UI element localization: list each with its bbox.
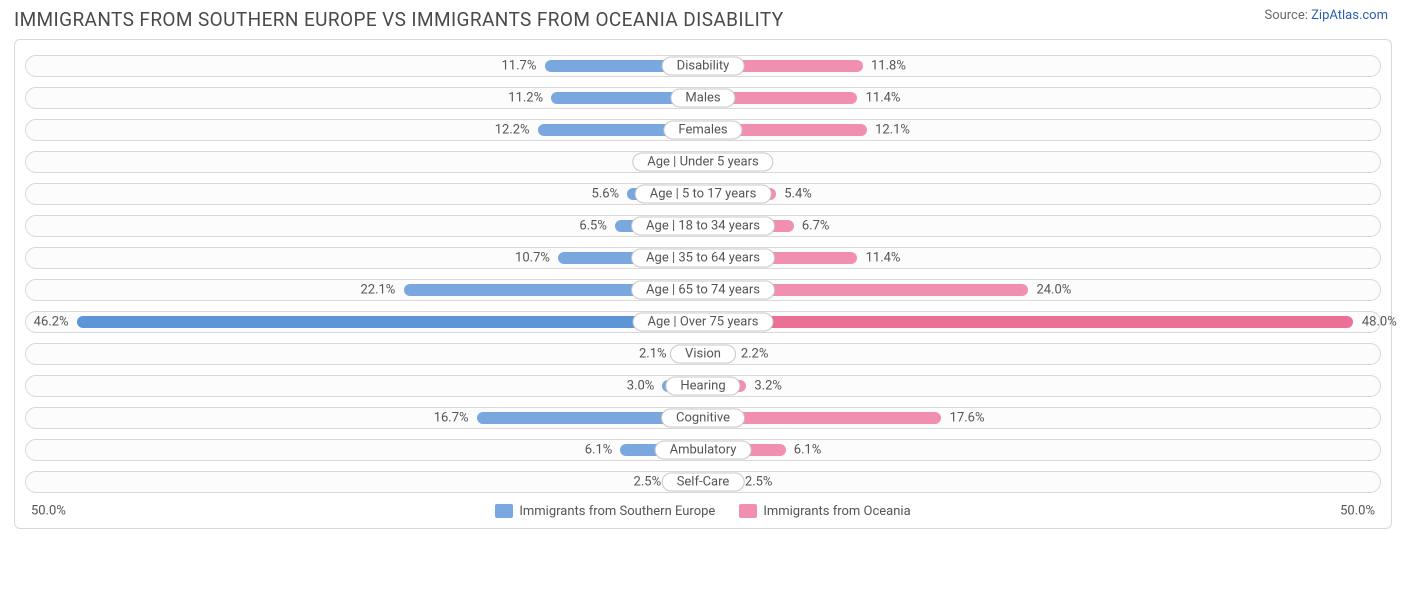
- axis-label-right: 50.0%: [1340, 504, 1375, 519]
- value-right: 3.2%: [754, 379, 782, 394]
- category-label: Self-Care: [662, 473, 745, 492]
- value-right: 6.7%: [802, 219, 830, 234]
- legend-label: Immigrants from Oceania: [763, 504, 910, 519]
- value-left: 6.1%: [585, 443, 613, 458]
- value-right: 2.5%: [745, 475, 773, 490]
- value-left: 5.6%: [592, 187, 620, 202]
- chart-row: Vision2.1% 2.2%: [25, 340, 1381, 368]
- legend-item-right: Immigrants from Oceania: [739, 504, 910, 519]
- category-label: Hearing: [665, 377, 740, 396]
- value-left: 11.7%: [501, 59, 536, 74]
- value-left: 10.7%: [515, 251, 550, 266]
- chart-row: Ambulatory 6.1% 6.1%: [25, 436, 1381, 464]
- legend-swatch: [739, 504, 757, 518]
- value-right: 24.0%: [1036, 283, 1071, 298]
- source-link[interactable]: ZipAtlas.com: [1311, 8, 1388, 23]
- chart-row: Age | Over 75 years46.2%48.0%: [25, 308, 1381, 336]
- diverging-bar-chart: Disability 11.7% 11.8% Males 11.2% 11.4% Femal…: [14, 39, 1392, 529]
- value-left: 46.2%: [34, 315, 69, 330]
- value-left: 12.2%: [495, 123, 530, 138]
- chart-row: Age | 5 to 17 years 5.6% 5.4%: [25, 180, 1381, 208]
- category-label: Females: [663, 121, 742, 140]
- value-left: 6.5%: [579, 219, 607, 234]
- bar-right: [703, 316, 1353, 328]
- chart-row: Age | 65 to 74 years 22.1% 24.0%: [25, 276, 1381, 304]
- chart-source: Source: ZipAtlas.com: [1264, 8, 1388, 23]
- category-label: Males: [670, 89, 735, 108]
- chart-row: Age | Under 5 years1.4%1.2%: [25, 148, 1381, 176]
- chart-row: Age | 18 to 34 years 6.5% 6.7%: [25, 212, 1381, 240]
- chart-row: Females 12.2% 12.1%: [25, 116, 1381, 144]
- legend-label: Immigrants from Southern Europe: [519, 504, 715, 519]
- category-label: Age | Under 5 years: [632, 153, 773, 172]
- value-right: 11.8%: [871, 59, 906, 74]
- value-right: 11.4%: [866, 91, 901, 106]
- value-left: 2.1%: [639, 347, 667, 362]
- value-right: 48.0%: [1362, 315, 1397, 330]
- category-label: Age | 65 to 74 years: [631, 281, 775, 300]
- value-right: 12.1%: [875, 123, 910, 138]
- legend: 50.0% Immigrants from Southern Europe Immi…: [25, 500, 1381, 522]
- value-right: 17.6%: [950, 411, 985, 426]
- category-label: Ambulatory: [655, 441, 752, 460]
- chart-title: IMMIGRANTS FROM SOUTHERN EUROPE VS IMMIG…: [14, 8, 784, 31]
- category-label: Age | 35 to 64 years: [631, 249, 775, 268]
- chart-header: IMMIGRANTS FROM SOUTHERN EUROPE VS IMMIG…: [0, 0, 1406, 39]
- chart-row: Disability 11.7% 11.8%: [25, 52, 1381, 80]
- value-left: 16.7%: [434, 411, 469, 426]
- value-left: 3.0%: [627, 379, 655, 394]
- value-left: 11.2%: [508, 91, 543, 106]
- legend-item-left: Immigrants from Southern Europe: [495, 504, 715, 519]
- chart-row: Hearing 3.0% 3.2%: [25, 372, 1381, 400]
- chart-row: Self-Care2.5% 2.5%: [25, 468, 1381, 496]
- category-label: Age | 18 to 34 years: [631, 217, 775, 236]
- value-right: 11.4%: [866, 251, 901, 266]
- category-label: Age | Over 75 years: [633, 313, 774, 332]
- category-label: Age | 5 to 17 years: [635, 185, 772, 204]
- source-prefix: Source:: [1264, 8, 1311, 23]
- value-right: 5.4%: [784, 187, 812, 202]
- chart-row: Cognitive 16.7% 17.6%: [25, 404, 1381, 432]
- bar-left: [77, 316, 703, 328]
- chart-row: Males 11.2% 11.4%: [25, 84, 1381, 112]
- value-right: 2.2%: [741, 347, 769, 362]
- category-label: Cognitive: [661, 409, 745, 428]
- axis-label-left: 50.0%: [31, 504, 66, 519]
- value-left: 22.1%: [360, 283, 395, 298]
- value-left: 2.5%: [634, 475, 662, 490]
- chart-row: Age | 35 to 64 years 10.7% 11.4%: [25, 244, 1381, 272]
- legend-swatch: [495, 504, 513, 518]
- category-label: Vision: [670, 345, 736, 364]
- category-label: Disability: [662, 57, 745, 76]
- value-right: 6.1%: [794, 443, 822, 458]
